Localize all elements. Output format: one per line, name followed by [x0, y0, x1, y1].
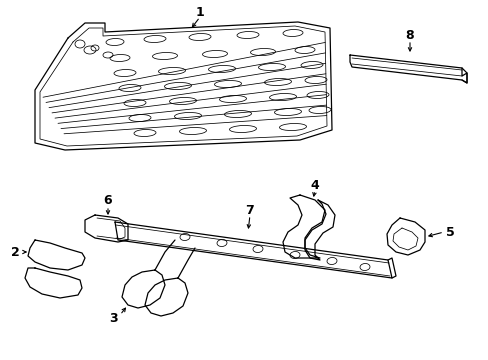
Text: 1: 1: [195, 5, 204, 18]
Text: 7: 7: [245, 203, 254, 216]
Text: 4: 4: [310, 179, 319, 192]
Text: 5: 5: [445, 225, 453, 239]
Text: 2: 2: [11, 246, 20, 258]
Text: 8: 8: [405, 28, 413, 41]
Text: 6: 6: [103, 194, 112, 207]
Text: 3: 3: [108, 311, 117, 324]
